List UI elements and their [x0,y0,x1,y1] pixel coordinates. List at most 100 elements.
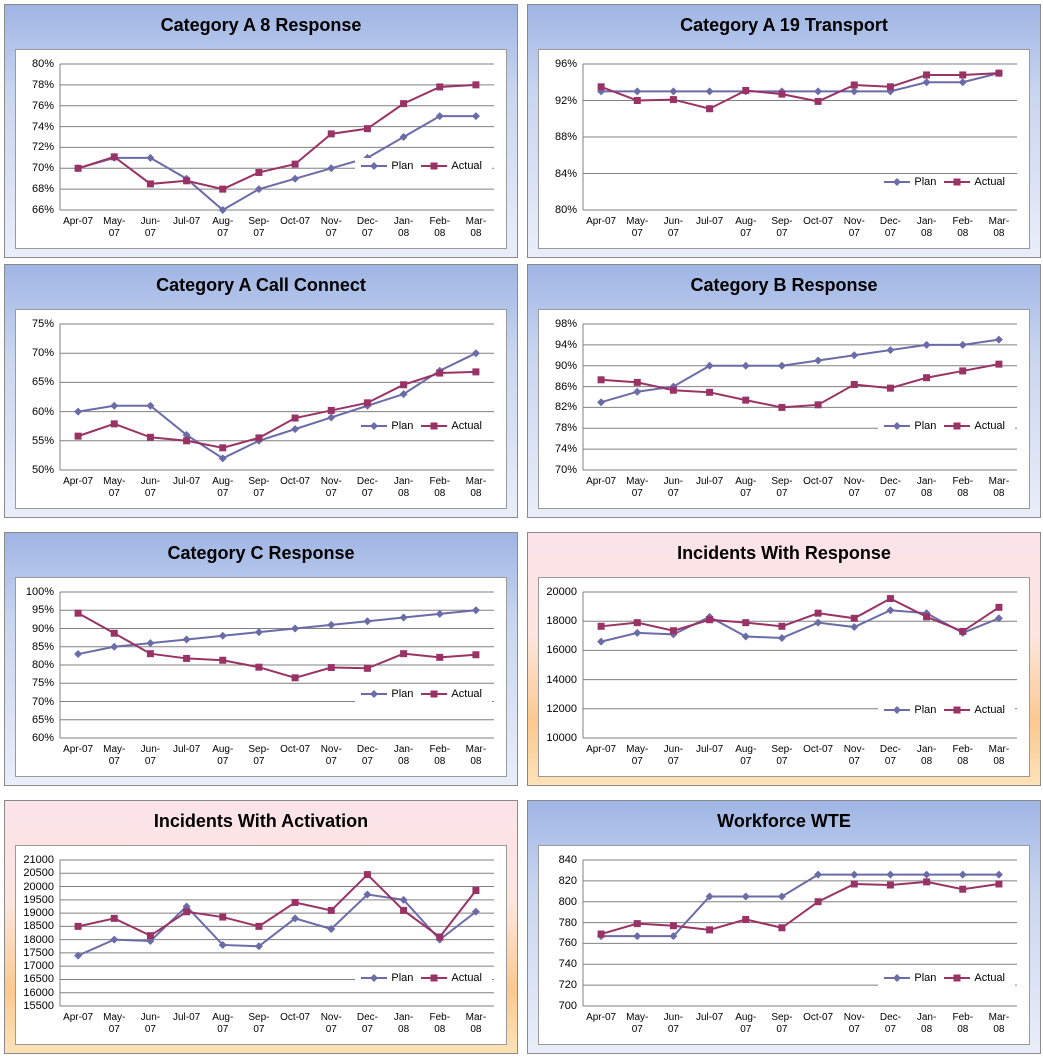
marker [74,922,82,930]
marker [110,935,119,944]
x-tick-label: Jul-07 [172,1012,201,1023]
marker [814,898,822,906]
x-tick-label: Oct-07 [803,744,834,755]
marker [893,422,902,430]
series-line [77,609,477,656]
x-tick-label: Apr-07 [586,744,617,755]
x-tick-label: Dec-07 [879,476,901,499]
y-tick-label: 84% [554,167,577,180]
y-tick-label: 70% [31,347,54,360]
y-tick-label: 65% [31,713,54,726]
x-tick-label: Feb-08 [952,1012,974,1035]
legend: Plan Actual [878,418,1015,434]
marker [255,663,263,671]
marker [893,706,902,714]
marker [923,71,931,79]
legend-label: Actual [974,972,1005,984]
y-tick-label: 700 [558,1000,577,1012]
x-tick-label: May-07 [626,476,649,499]
marker [370,422,379,430]
y-tick-label: 75% [31,318,54,330]
y-tick-label: 94% [554,338,577,351]
x-tick-label: Feb-08 [429,476,451,499]
y-tick-label: 70% [554,464,577,476]
legend-item: Plan [359,160,413,172]
y-tick-label: 740 [558,958,577,971]
marker [633,87,642,96]
marker [742,915,750,923]
y-tick-label: 15500 [23,1000,54,1012]
x-tick-label: Dec-07 [879,1012,901,1035]
marker [597,622,605,630]
marker [669,627,677,635]
marker [399,390,408,399]
y-tick-label: 800 [558,895,577,908]
marker [706,105,714,113]
marker [327,130,335,138]
legend-label: Actual [451,160,482,172]
marker [146,639,155,648]
legend-item: Plan [882,420,936,432]
marker [958,78,967,87]
plot-area: 10000 12000 14000 16000 18000 20000 Apr-07 May-… [538,577,1030,777]
marker [327,164,336,173]
marker [400,650,408,658]
x-tick-label: Sep-07 [771,476,793,499]
x-tick-label: Jun-07 [140,476,161,499]
legend-swatch [944,422,971,430]
legend-label: Plan [914,420,937,432]
x-tick-label: Oct-07 [803,216,834,227]
marker [472,368,480,376]
y-tick-label: 66% [31,204,54,216]
marker [778,90,786,98]
series-line [77,893,477,957]
legend-item: Actual [419,160,482,172]
x-tick-label: May-07 [626,1012,649,1035]
marker [327,906,335,914]
marker [597,398,606,407]
marker [146,936,155,945]
marker [146,433,154,441]
x-tick-label: Dec-07 [356,744,378,767]
marker [814,87,823,96]
marker [706,388,714,396]
y-tick-label: 78% [554,422,577,435]
marker [430,690,438,698]
legend-swatch [421,162,448,170]
marker [219,444,227,452]
y-tick-label: 19000 [23,907,54,920]
chart-title: Workforce WTE [717,811,851,831]
marker [472,651,480,659]
marker [995,360,1003,368]
marker [814,870,823,879]
x-tick-label: Jan-08 [393,744,414,767]
legend-label: Plan [914,176,937,188]
x-tick-label: Jul-07 [172,744,201,755]
y-tick-label: 68% [31,183,54,196]
y-tick-label: 17500 [23,946,54,959]
legend-item: Actual [942,704,1005,716]
x-tick-label: Oct-07 [803,1012,834,1023]
chart-title: Category C Response [167,543,355,563]
marker [705,892,714,901]
legend-item: Actual [419,420,482,432]
y-tick-label: 76% [31,99,54,112]
x-tick-label: Mar-08 [465,216,487,239]
legend-item: Plan [882,704,936,716]
y-tick-label: 17000 [23,960,54,973]
marker [850,880,858,888]
marker [850,870,859,879]
x-tick-label: Dec-07 [356,476,378,499]
x-tick-label: Jan-08 [916,1012,937,1035]
y-tick-label: 74% [554,443,577,456]
marker [597,376,605,384]
marker [669,932,678,941]
marker [363,871,371,879]
x-tick-label: Sep-07 [248,216,270,239]
marker [363,153,372,162]
x-tick-label: Jan-08 [393,476,414,499]
marker [74,650,83,659]
x-tick-label: Apr-07 [586,216,617,227]
x-tick-label: Oct-07 [280,1012,311,1023]
y-tick-label: 55% [31,434,54,447]
